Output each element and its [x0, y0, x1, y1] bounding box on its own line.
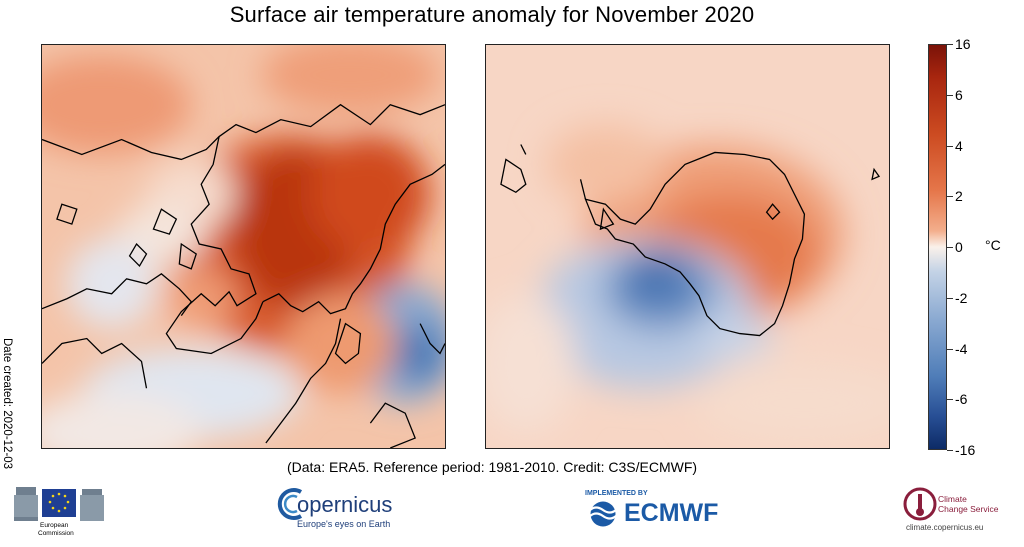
- arctic-anomaly-map: [41, 44, 446, 449]
- colorbar-tick-label: 0: [955, 239, 963, 255]
- colorbar-tick-label: -6: [955, 391, 968, 407]
- colorbar-unit: °C: [985, 237, 1001, 253]
- credit-caption: (Data: ERA5. Reference period: 1981-2010…: [286, 459, 698, 475]
- colorbar-tick: [947, 196, 953, 197]
- colorbar-tick-label: 4: [955, 138, 963, 154]
- colorbar-tick-label: -2: [955, 290, 968, 306]
- colorbar: [928, 44, 947, 450]
- colorbar-tick-label: -4: [955, 341, 968, 357]
- colorbar-tick: [947, 146, 953, 147]
- figure-title: Surface air temperature anomaly for Nove…: [229, 2, 755, 27]
- climate-change-service-logo: Climate Change Service climate.copernicu…: [900, 486, 1022, 538]
- colorbar-tick: [947, 44, 953, 45]
- colorbar-tick: [947, 298, 953, 299]
- colorbar-tick: [947, 95, 953, 96]
- ecmwf-logo: IMPLEMENTED BY ECMWF: [585, 490, 719, 527]
- colorbar-tick: [947, 247, 953, 248]
- antarctic-anomaly-map: [485, 44, 890, 449]
- european-commission-logo: European Commission: [10, 485, 115, 542]
- colorbar-tick: [947, 450, 953, 451]
- colorbar-tick: [947, 349, 953, 350]
- colorbar-tick-label: 16: [955, 36, 971, 52]
- colorbar-tick-label: 2: [955, 188, 963, 204]
- colorbar-tick: [947, 399, 953, 400]
- colorbar-tick-label: 6: [955, 87, 963, 103]
- colorbar-tick-label: -16: [955, 442, 976, 458]
- copernicus-logo: opernicus Europe's eyes on Earth: [275, 486, 400, 536]
